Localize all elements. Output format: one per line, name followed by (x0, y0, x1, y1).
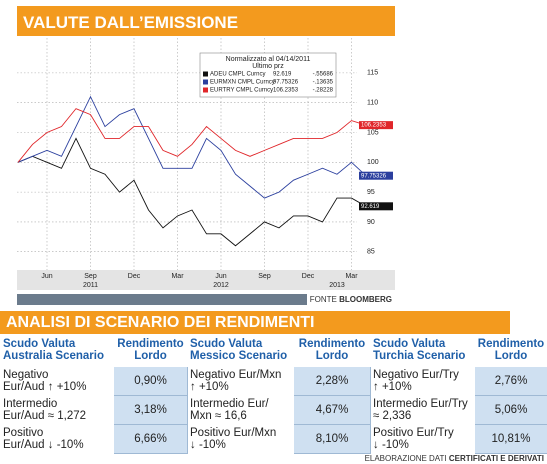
header-cell: Scudo Valuta Australia Scenario (0, 336, 114, 367)
scenario-cell: Intermedio Eur/Try ≈ 2,336 (370, 395, 475, 425)
last-value-label: 106.2353 (361, 123, 387, 129)
last-value-label: 97.75326 (361, 173, 387, 179)
value-cell: 4,67% (293, 395, 371, 425)
footer-brand: CERTIFICATI E DERIVATI (448, 454, 544, 463)
last-value-label: 92.619 (361, 204, 380, 210)
header-cell: Rendimento Lordo (293, 336, 371, 367)
scenario-cell: Positivo Eur/Try ↓ -10% (370, 424, 475, 454)
value-cell: 5,06% (474, 395, 547, 425)
legend-value: 97.75326 (273, 80, 299, 86)
x-tick-label: Sep (84, 273, 97, 280)
x-tick-label: Jun (41, 273, 52, 280)
source-prefix: FONTE (309, 295, 337, 304)
header-title: VALUTE DALL’EMISSIONE (17, 6, 395, 36)
header-cell: Scudo Valuta Messico Scenario (187, 336, 294, 367)
year-label: 2013 (329, 282, 345, 289)
x-tick-label: Dec (128, 273, 141, 280)
legend-swatch (203, 71, 208, 77)
table-row: Negativo Eur/Aud ↑ +10% 0,90% Negativo Eur… (0, 366, 547, 396)
y-tick-label: 90 (367, 219, 375, 226)
value-cell: 2,28% (293, 366, 371, 396)
value-cell: 10,81% (474, 424, 547, 454)
y-tick-label: 105 (367, 129, 379, 136)
legend-value: 92.619 (273, 72, 292, 78)
year-label: 2011 (83, 282, 98, 289)
header-cell: Scudo Valuta Turchia Scenario (370, 336, 475, 367)
table-row: Intermedio Eur/Aud ≈ 1,272 3,18% Intermedi… (0, 395, 547, 425)
footer-prefix: ELABORAZIONE DATI (364, 454, 447, 463)
value-cell: 3,18% (113, 395, 188, 425)
x-tick-label: Sep (258, 273, 271, 280)
source-brand: BLOOMBERG (339, 295, 392, 304)
chart: 85 90 95 100 105 110 115 Jun Sep Dec Mar Jun Sep Dec M… (17, 38, 395, 290)
source: FONTE BLOOMBERG (306, 294, 395, 305)
value-cell: 8,10% (293, 424, 371, 454)
legend-change: -.55686 (313, 72, 334, 78)
line-series (17, 108, 367, 163)
legend-change: -.28228 (313, 88, 334, 94)
scenario-cell: Positivo Eur/Mxn ↓ -10% (187, 424, 294, 454)
last-value-box (359, 171, 393, 180)
legend-label: ADEU CMPL Curncy (210, 72, 265, 78)
value-cell: 6,66% (113, 424, 188, 454)
section-title: ANALISI DI SCENARIO DEI RENDIMENTI (0, 311, 510, 334)
legend-label: EURMXN CMPL Curncy (210, 80, 275, 86)
line-series (17, 137, 367, 247)
table-row: Positivo Eur/Aud ↓ -10% 6,66% Positivo Eur… (0, 424, 547, 454)
legend-change: -.13635 (313, 80, 334, 86)
legend-box (199, 52, 337, 98)
y-tick-label: 100 (367, 159, 379, 166)
year-label: 2012 (213, 282, 229, 289)
x-tick-label: Dec (302, 273, 315, 280)
scenario-cell: Negativo Eur/Aud ↑ +10% (0, 366, 114, 396)
scenario-table: Scudo Valuta Australia Scenario Rendiment… (0, 336, 547, 454)
footer: ELABORAZIONE DATI CERTIFICATI E DERIVATI (365, 454, 544, 463)
legend-subtitle: Ultimo prz (252, 63, 284, 70)
x-axis-band (17, 270, 395, 290)
scenario-cell: Positivo Eur/Aud ↓ -10% (0, 424, 114, 454)
legend-swatch (203, 87, 208, 93)
legend-label: EURTRY CMPL Curncy (210, 88, 273, 94)
header-cell: Rendimento Lordo (113, 336, 188, 367)
x-tick-label: Jun (215, 273, 226, 280)
x-tick-label: Mar (171, 273, 184, 280)
scenario-cell: Negativo Eur/Mxn ↑ +10% (187, 366, 294, 396)
y-tick-label: 95 (367, 189, 375, 196)
header-cell: Rendimento Lordo (474, 336, 547, 367)
last-value-box (359, 202, 393, 211)
y-tick-label: 85 (367, 249, 375, 256)
value-cell: 0,90% (113, 366, 188, 396)
scenario-cell: Negativo Eur/Try ↑ +10% (370, 366, 475, 396)
x-tick-label: Mar (345, 273, 358, 280)
source-bar: FONTE BLOOMBERG (17, 294, 395, 305)
last-value-box (359, 121, 393, 130)
y-tick-label: 115 (367, 70, 378, 77)
line-series (17, 95, 367, 199)
y-tick-label: 110 (367, 100, 378, 107)
scenario-cell: Intermedio Eur/ Mxn ≈ 16,6 (187, 395, 294, 425)
value-cell: 2,76% (474, 366, 547, 396)
scenario-cell: Intermedio Eur/Aud ≈ 1,272 (0, 395, 114, 425)
legend-swatch (203, 79, 208, 85)
legend-title: Normalizzato al 04/14/2011 (226, 56, 311, 63)
legend-value: 106.2353 (273, 88, 299, 94)
header-row: Scudo Valuta Australia Scenario Rendiment… (0, 336, 547, 367)
